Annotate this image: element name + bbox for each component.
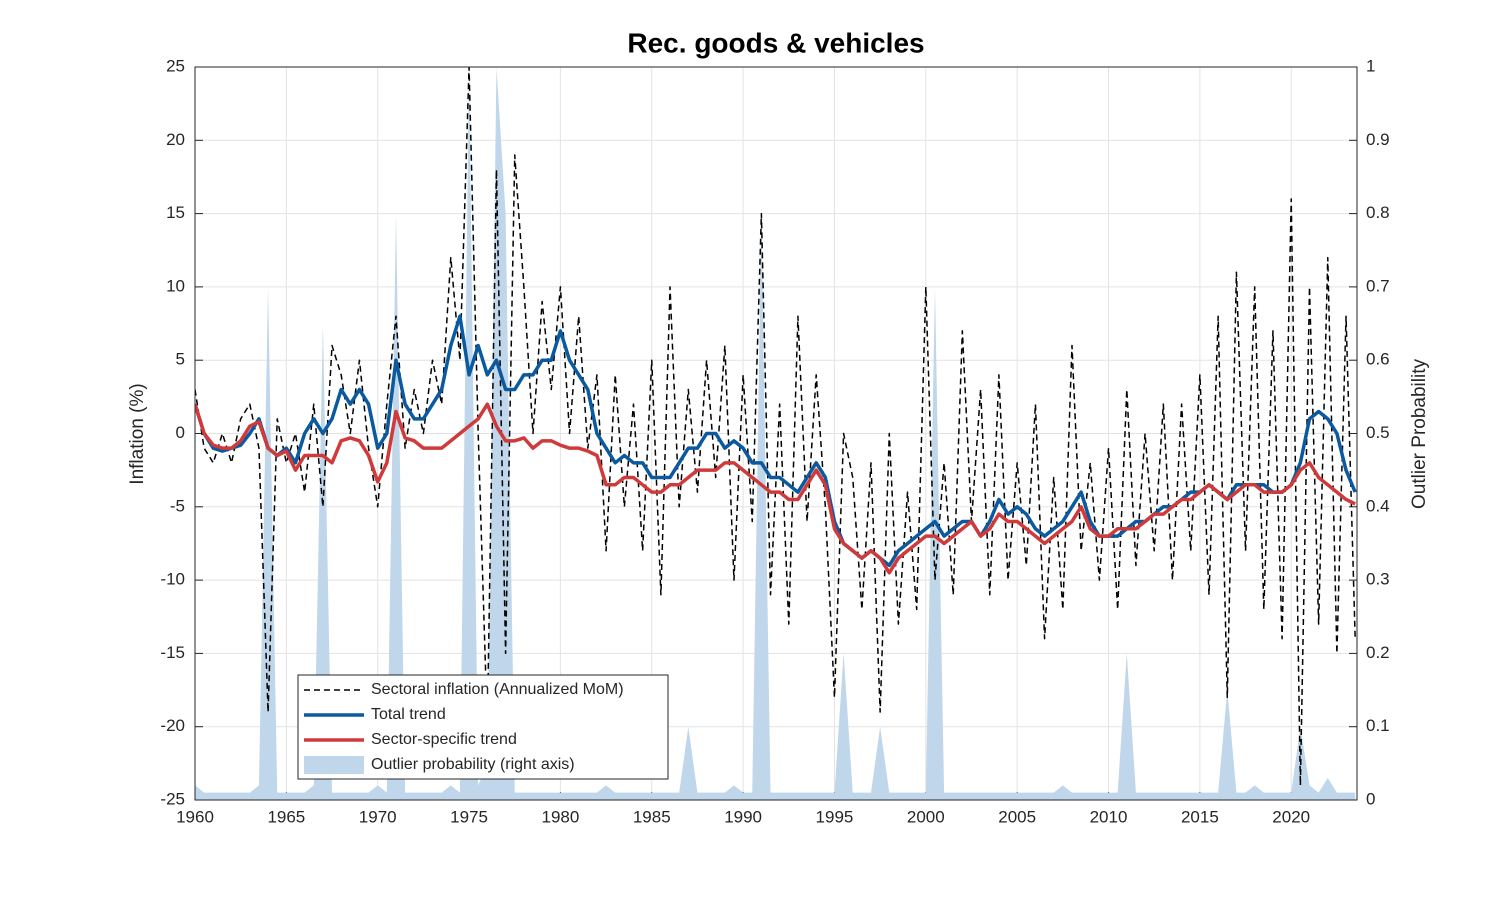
y2-tick-label: 0.6: [1366, 350, 1390, 369]
y-tick-label: -10: [160, 570, 185, 589]
series-line: [195, 402, 1356, 575]
legend-label: Sector-specific trend: [371, 731, 517, 748]
y2-tick-label: 0.8: [1366, 203, 1390, 222]
legend-label: Total trend: [371, 706, 446, 723]
y-tick-label: 5: [176, 350, 185, 369]
x-tick-label: 2005: [998, 807, 1036, 826]
chart-title: Rec. goods & vehicles: [627, 27, 924, 58]
y-tick-label: 10: [166, 276, 185, 295]
x-tick-label: 1975: [450, 807, 488, 826]
x-tick-label: 1990: [724, 807, 762, 826]
y2-tick-label: 1: [1366, 56, 1375, 75]
y-tick-label: 15: [166, 203, 185, 222]
y-tick-label: -5: [170, 496, 185, 515]
y-tick-label: -15: [160, 643, 185, 662]
plot-layer: [195, 67, 1357, 800]
legend-swatch: [304, 756, 364, 774]
x-tick-label: 1965: [267, 807, 305, 826]
x-tick-label: 1970: [359, 807, 397, 826]
y-axis-label: Inflation (%): [127, 383, 148, 484]
y-tick-label: -25: [160, 789, 185, 808]
x-tick-label: 2020: [1272, 807, 1310, 826]
y-tick-label: 25: [166, 56, 185, 75]
y2-tick-label: 0.1: [1366, 716, 1390, 735]
x-tick-label: 1995: [816, 807, 854, 826]
y-tick-label: 20: [166, 130, 185, 149]
series-line: [195, 314, 1357, 568]
y2-tick-label: 0.2: [1366, 643, 1390, 662]
legend-label: Sectoral inflation (Annualized MoM): [371, 681, 624, 698]
axes-box: [194, 66, 1358, 801]
y2-tick-label: 0.3: [1366, 570, 1390, 589]
x-tick-label: 1985: [633, 807, 671, 826]
x-tick-label: 1980: [541, 807, 579, 826]
y2-tick-label: 0.5: [1366, 423, 1390, 442]
y2-tick-label: 0.7: [1366, 276, 1390, 295]
y2-tick-label: 0.9: [1366, 130, 1390, 149]
x-tick-label: 2010: [1090, 807, 1128, 826]
y2-tick-label: 0: [1366, 789, 1375, 808]
y-tick-label: -20: [160, 716, 185, 735]
y-tick-label: 0: [176, 423, 185, 442]
x-tick-label: 2015: [1181, 807, 1219, 826]
y2-tick-label: 0.4: [1366, 496, 1390, 515]
x-tick-label: 1960: [176, 807, 214, 826]
y2-axis-label: Outlier Probability: [1409, 359, 1430, 509]
legend-label: Outlier probability (right axis): [371, 756, 575, 773]
x-tick-label: 2000: [907, 807, 945, 826]
